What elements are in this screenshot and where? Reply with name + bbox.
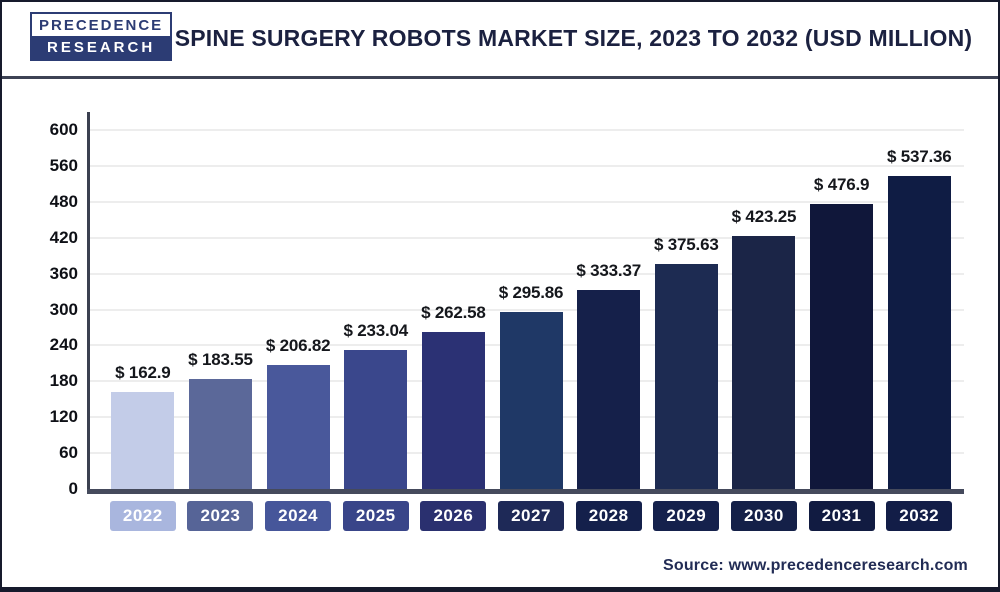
bar-value-label: $ 233.04 [343, 321, 409, 340]
pill-column-2029: 2029 [647, 501, 725, 531]
bar-2028 [577, 290, 641, 489]
gridline [90, 308, 964, 311]
x-axis-pill-2026: 2026 [420, 501, 487, 531]
bar-2022 [111, 392, 175, 489]
bar-2023 [188, 379, 252, 489]
bar-column-2023: $ 183.55 [182, 112, 260, 489]
logo-line2: RESEARCH [32, 36, 171, 59]
chart-title: SPINE SURGERY ROBOTS MARKET SIZE, 2023 T… [174, 25, 973, 51]
bar-2026 [421, 332, 485, 489]
bar-column-2027: $ 295.86 [492, 112, 570, 489]
y-tick-label: 300 [49, 299, 78, 319]
y-tick-label: 480 [49, 191, 78, 211]
x-axis-line [87, 489, 964, 494]
bar-2030 [732, 236, 796, 489]
pill-column-2026: 2026 [415, 501, 493, 531]
y-tick-label: 240 [49, 335, 78, 355]
bar-column-2028: $ 333.37 [570, 112, 648, 489]
y-axis-tick-labels: 0 60 120 180 240 300 360 420 480 560 600 [16, 112, 78, 498]
x-axis-labels: 2022 2023 2024 2025 2026 2027 2028 2029 2030 2031… [90, 500, 964, 532]
y-tick-label: 0 [68, 479, 78, 498]
pill-column-2022: 2022 [104, 501, 182, 531]
bar-value-label: $ 183.55 [188, 350, 253, 369]
bar-2032 [887, 176, 951, 489]
bar-column-2029: $ 375.63 [647, 112, 725, 489]
x-axis-pill-2027: 2027 [498, 501, 565, 531]
x-axis-pill-2032: 2032 [886, 501, 953, 531]
y-tick-label: 120 [49, 407, 78, 427]
bar-value-label: $ 262.58 [421, 303, 486, 322]
x-axis-pill-2025: 2025 [342, 501, 409, 531]
pill-column-2028: 2028 [570, 501, 648, 531]
source-text: Source: www.precedenceresearch.com [662, 557, 968, 574]
pill-column-2025: 2025 [337, 501, 415, 531]
pill-column-2031: 2031 [803, 501, 881, 531]
gridline [90, 236, 964, 239]
y-tick-label: 60 [59, 443, 78, 463]
x-axis-pill-2031: 2031 [808, 501, 875, 531]
bar-2027 [499, 312, 563, 489]
bar-value-label: $ 375.63 [654, 235, 719, 254]
bar-value-label: $ 206.82 [265, 336, 331, 355]
bars-container: $ 162.9 $ 183.55 $ 206.82 $ 233.04 $ 262.58 $… [90, 112, 964, 489]
bar-value-label: $ 162.9 [115, 363, 171, 382]
x-axis-pill-2022: 2022 [109, 501, 176, 531]
bar-value-label: $ 295.86 [498, 283, 564, 302]
bar-2029 [654, 264, 718, 489]
bar-column-2024: $ 206.82 [259, 112, 337, 489]
y-tick-label: 420 [49, 227, 78, 247]
bar-2025 [344, 350, 408, 489]
pill-column-2030: 2030 [725, 501, 803, 531]
x-axis-pill-2030: 2030 [730, 501, 797, 531]
bar-value-label: $ 476.9 [813, 175, 870, 194]
pill-column-2024: 2024 [259, 501, 337, 531]
bar-value-label: $ 537.36 [886, 147, 952, 166]
y-tick-label: 360 [49, 263, 78, 283]
gridline [90, 200, 964, 203]
x-axis-pill-2024: 2024 [265, 501, 332, 531]
logo-line1: PRECEDENCE [32, 14, 171, 36]
header-divider [2, 76, 998, 79]
header: PRECEDENCE RESEARCH SPINE SURGERY ROBOTS… [2, 2, 998, 76]
y-tick-label: 600 [49, 120, 78, 139]
bar-column-2031: $ 476.9 [803, 112, 881, 489]
gridline [90, 129, 964, 131]
bar-column-2025: $ 233.04 [337, 112, 415, 489]
gridline [90, 272, 964, 275]
pill-column-2027: 2027 [492, 501, 570, 531]
bar-2024 [266, 365, 330, 489]
pill-column-2032: 2032 [880, 501, 958, 531]
bar-column-2022: $ 162.9 [104, 112, 182, 489]
bar-value-label: $ 333.37 [576, 261, 641, 280]
x-axis-pill-2023: 2023 [187, 501, 254, 531]
bar-2031 [810, 204, 874, 489]
bar-column-2030: $ 423.25 [725, 112, 803, 489]
precedence-research-logo: PRECEDENCE RESEARCH [30, 12, 173, 61]
y-tick-label: 560 [49, 155, 78, 175]
bar-value-label: $ 423.25 [731, 207, 797, 226]
bar-column-2032: $ 537.36 [880, 112, 958, 489]
y-tick-label: 180 [49, 371, 78, 391]
pill-column-2023: 2023 [182, 501, 260, 531]
x-axis-pill-2028: 2028 [575, 501, 642, 531]
y-axis-line [87, 112, 90, 489]
gridline [90, 164, 964, 167]
bar-column-2026: $ 262.58 [415, 112, 493, 489]
x-axis-pill-2029: 2029 [653, 501, 720, 531]
